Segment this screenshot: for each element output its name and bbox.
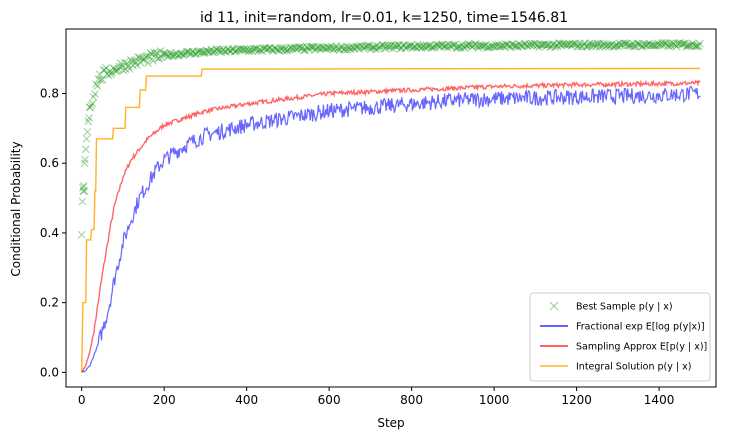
best-sample-marker <box>91 90 99 98</box>
best-sample-marker <box>662 39 671 47</box>
series-integral-solution-line <box>81 67 701 373</box>
best-sample-marker <box>215 45 224 54</box>
best-sample-marker <box>524 42 532 51</box>
legend-label-integral-solution-p-y-x: Integral Solution p(y | x) <box>576 362 691 373</box>
best-sample-marker <box>135 53 144 62</box>
best-sample-marker <box>81 145 90 154</box>
best-sample-marker <box>491 40 500 49</box>
best-sample-marker <box>149 57 157 65</box>
best-sample-marker <box>133 61 141 70</box>
best-sample-marker <box>331 44 339 53</box>
best-sample-marker <box>92 80 100 88</box>
best-sample-marker <box>649 41 657 50</box>
best-sample-marker <box>696 39 704 48</box>
x-axis-label: Step <box>377 416 404 430</box>
best-sample-marker <box>82 134 91 143</box>
y-axis: 0.0 0.2 0.4 0.6 0.8 <box>40 86 66 379</box>
best-sample-marker <box>93 82 102 90</box>
best-sample-marker <box>88 99 97 108</box>
best-sample-marker <box>585 39 594 48</box>
best-sample-marker <box>80 187 89 195</box>
x-tick-label: 200 <box>153 393 176 407</box>
legend-label-sampling-approx-e-p-y-x: Sampling Approx E[p(y | x)] <box>576 342 707 353</box>
legend: Best Sample p(y | x) Fractional exp E[log… <box>529 292 711 382</box>
best-sample-marker <box>78 197 87 206</box>
x-tick-label: 0 <box>78 393 86 407</box>
best-sample-marker <box>632 39 641 48</box>
y-tick-label: 0.4 <box>40 226 59 240</box>
y-tick-label: 0.6 <box>40 156 59 170</box>
plot-frame <box>65 28 717 388</box>
legend-label-best-sample-p-y-x: Best Sample p(y | x) <box>576 302 673 313</box>
best-sample-marker <box>692 42 701 50</box>
x-tick-label: 800 <box>400 393 423 407</box>
best-sample-marker <box>142 52 151 60</box>
legend-label-fractional-exp-e-log-p-y-x: Fractional exp E[log p(y|x)] <box>576 322 705 333</box>
best-sample-marker <box>479 41 488 50</box>
best-sample-marker <box>568 40 577 48</box>
x-tick-label: 1000 <box>479 393 510 407</box>
best-sample-marker <box>630 42 639 51</box>
best-sample-marker <box>694 42 703 50</box>
legend-frame <box>529 292 711 382</box>
series-fractional-line <box>81 86 701 373</box>
best-sample-marker <box>239 45 248 54</box>
best-sample-marker <box>87 101 96 110</box>
x-tick-label: 400 <box>235 393 258 407</box>
series-sampling-approx-line <box>81 79 701 373</box>
series-best-sample-markers <box>77 38 704 239</box>
plot-area <box>65 28 717 388</box>
best-sample-marker <box>150 48 159 57</box>
series-layer <box>77 38 704 373</box>
best-sample-marker <box>144 59 152 67</box>
best-sample-marker <box>295 43 303 52</box>
best-sample-marker <box>77 230 86 239</box>
x-tick-label: 1400 <box>644 393 675 407</box>
x-tick-label: 600 <box>318 393 341 407</box>
x-tick-label: 1200 <box>561 393 592 407</box>
best-sample-marker <box>110 65 119 74</box>
best-sample-marker <box>253 44 261 53</box>
x-axis: 0 200 400 600 800 1000 1200 1400 <box>78 387 675 407</box>
y-axis-label: Conditional Probability <box>9 141 23 276</box>
y-tick-label: 0.0 <box>40 365 59 379</box>
best-sample-marker <box>352 42 360 51</box>
y-tick-label: 0.8 <box>40 86 59 100</box>
chart-title: id 11, init=random, lr=0.01, k=1250, tim… <box>200 10 568 26</box>
best-sample-marker <box>114 65 123 73</box>
best-sample-marker <box>119 66 128 75</box>
best-sample-marker <box>421 44 430 52</box>
best-sample-marker <box>81 155 89 164</box>
y-tick-label: 0.2 <box>40 296 59 310</box>
best-sample-marker <box>80 159 89 168</box>
best-sample-marker <box>83 127 92 136</box>
best-sample-marker <box>625 41 634 50</box>
best-sample-marker <box>94 75 103 84</box>
legend-marker-best-sample-p-y-x <box>549 301 559 311</box>
best-sample-marker <box>85 114 93 122</box>
best-sample-marker <box>634 39 642 48</box>
